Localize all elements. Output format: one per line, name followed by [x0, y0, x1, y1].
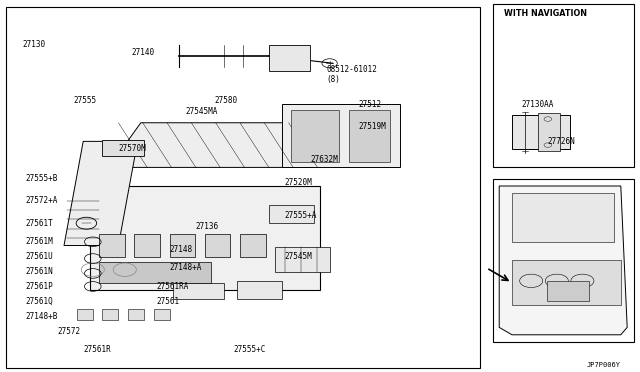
FancyBboxPatch shape: [170, 234, 195, 257]
Polygon shape: [109, 123, 346, 167]
Text: 27572: 27572: [58, 327, 81, 336]
Text: 27572+A: 27572+A: [26, 196, 58, 205]
Text: 27555: 27555: [74, 96, 97, 105]
FancyBboxPatch shape: [99, 234, 125, 257]
Polygon shape: [499, 186, 627, 335]
Text: 27555+C: 27555+C: [234, 345, 266, 354]
Text: 27140: 27140: [131, 48, 154, 57]
Bar: [269, 45, 310, 71]
Text: 27545MA: 27545MA: [186, 107, 218, 116]
FancyBboxPatch shape: [173, 283, 224, 299]
Text: 27561Q: 27561Q: [26, 297, 53, 306]
Text: 27545M: 27545M: [285, 252, 312, 261]
Text: 27726N: 27726N: [547, 137, 575, 146]
FancyBboxPatch shape: [240, 234, 266, 257]
Bar: [6, 7, 480, 368]
Text: 27148+B: 27148+B: [26, 312, 58, 321]
Polygon shape: [512, 193, 614, 242]
Text: 27555+A: 27555+A: [285, 211, 317, 220]
Bar: [493, 179, 634, 342]
Text: 27561U: 27561U: [26, 252, 53, 261]
Text: 27632M: 27632M: [310, 155, 338, 164]
Polygon shape: [64, 141, 138, 246]
Text: 27512: 27512: [358, 100, 381, 109]
Text: 27130: 27130: [22, 40, 45, 49]
Text: 27555+B: 27555+B: [26, 174, 58, 183]
FancyBboxPatch shape: [269, 205, 314, 223]
FancyBboxPatch shape: [102, 140, 144, 156]
FancyBboxPatch shape: [291, 110, 339, 162]
FancyBboxPatch shape: [154, 309, 170, 320]
Text: 27561R: 27561R: [83, 345, 111, 354]
FancyBboxPatch shape: [205, 234, 230, 257]
FancyBboxPatch shape: [128, 309, 144, 320]
Text: 27136: 27136: [195, 222, 218, 231]
Text: 27561T: 27561T: [26, 219, 53, 228]
Text: 27570M: 27570M: [118, 144, 146, 153]
Text: 08512-61012
(8): 08512-61012 (8): [326, 65, 377, 84]
Polygon shape: [512, 260, 621, 305]
Text: 27520M: 27520M: [285, 178, 312, 187]
FancyBboxPatch shape: [538, 113, 560, 151]
FancyBboxPatch shape: [349, 110, 390, 162]
Text: 27130AA: 27130AA: [522, 100, 554, 109]
FancyBboxPatch shape: [134, 234, 160, 257]
Text: 27148: 27148: [170, 245, 193, 254]
Text: 27561RA: 27561RA: [157, 282, 189, 291]
Text: 27580: 27580: [214, 96, 237, 105]
FancyBboxPatch shape: [237, 281, 282, 299]
FancyBboxPatch shape: [282, 104, 400, 167]
FancyBboxPatch shape: [77, 309, 93, 320]
Text: JP7P006Y: JP7P006Y: [587, 362, 621, 368]
Bar: [493, 4, 634, 167]
FancyBboxPatch shape: [102, 309, 118, 320]
FancyBboxPatch shape: [99, 262, 211, 283]
Text: 27519M: 27519M: [358, 122, 386, 131]
FancyBboxPatch shape: [275, 247, 330, 272]
Text: WITH NAVIGATION: WITH NAVIGATION: [504, 9, 588, 18]
Text: 27561P: 27561P: [26, 282, 53, 291]
Text: 27561: 27561: [157, 297, 180, 306]
Text: 27561N: 27561N: [26, 267, 53, 276]
FancyBboxPatch shape: [90, 186, 320, 290]
Text: 27148+A: 27148+A: [170, 263, 202, 272]
FancyBboxPatch shape: [512, 115, 570, 149]
Text: 27561M: 27561M: [26, 237, 53, 246]
FancyBboxPatch shape: [547, 281, 589, 301]
